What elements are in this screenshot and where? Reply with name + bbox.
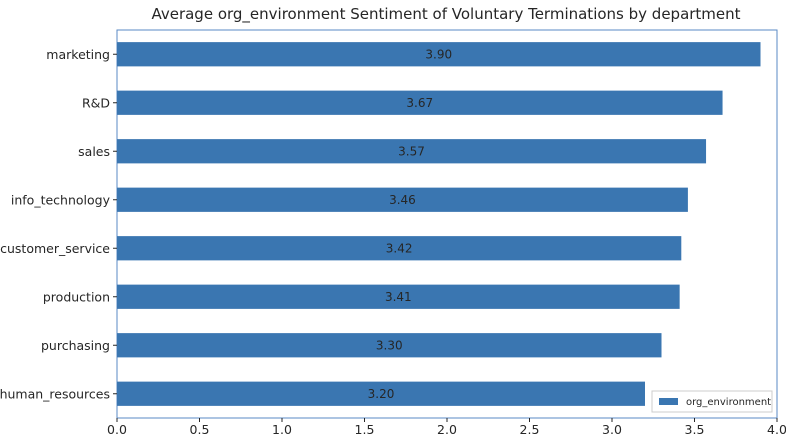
y-tick-label: human_resources [0, 386, 110, 401]
y-tick-label: purchasing [41, 338, 110, 353]
legend: org_environment [651, 390, 773, 413]
x-tick-label: 2.5 [520, 422, 540, 437]
bar-sales [117, 139, 707, 164]
x-tick-label: 3.5 [685, 422, 705, 437]
data-label: 3.46 [389, 193, 416, 207]
bar-r-d [117, 90, 723, 115]
y-tick-label: info_technology [11, 192, 111, 207]
x-tick-label: 3.0 [602, 422, 622, 437]
x-tick-label: 0.5 [190, 422, 210, 437]
chart-title: Average org_environment Sentiment of Vol… [151, 5, 740, 24]
bar-purchasing [117, 333, 662, 358]
x-axis: 0.0 0.5 1.0 1.5 2.0 2.5 3.0 3.5 4.0 [107, 418, 786, 437]
plot-frame [116, 29, 778, 419]
x-tick-label: 0.0 [107, 422, 127, 437]
y-axis: marketing R&D sales info_technology customer… [0, 47, 117, 401]
data-label: 3.20 [368, 387, 395, 401]
legend-label: org_environment [686, 397, 771, 408]
data-labels-group: 3.90 3.67 3.57 3.46 3.42 3.41 3.30 3.20 [368, 47, 452, 401]
data-label: 3.41 [385, 290, 412, 304]
legend-box [651, 390, 773, 413]
x-tick-label: 1.0 [272, 422, 292, 437]
y-tick-label: marketing [46, 47, 110, 62]
y-tick-label: R&D [82, 95, 110, 110]
data-label: 3.90 [425, 47, 452, 61]
bar-production [117, 284, 680, 309]
y-tick-label: sales [78, 144, 110, 159]
bar-customer-service [117, 236, 682, 261]
legend-swatch [659, 398, 678, 405]
data-label: 3.42 [386, 241, 413, 255]
y-tick-label: customer_service [0, 241, 110, 256]
data-label: 3.67 [406, 96, 433, 110]
data-label: 3.30 [376, 338, 403, 352]
x-tick-label: 2.0 [437, 422, 457, 437]
data-label: 3.57 [398, 144, 425, 158]
bar-info-technology [117, 187, 688, 212]
y-tick-label: production [43, 289, 110, 304]
bars-group [117, 42, 761, 406]
x-tick-label: 4.0 [767, 422, 786, 437]
bar-marketing [117, 42, 761, 67]
x-tick-label: 1.5 [355, 422, 375, 437]
bar-human-resources [117, 381, 645, 406]
